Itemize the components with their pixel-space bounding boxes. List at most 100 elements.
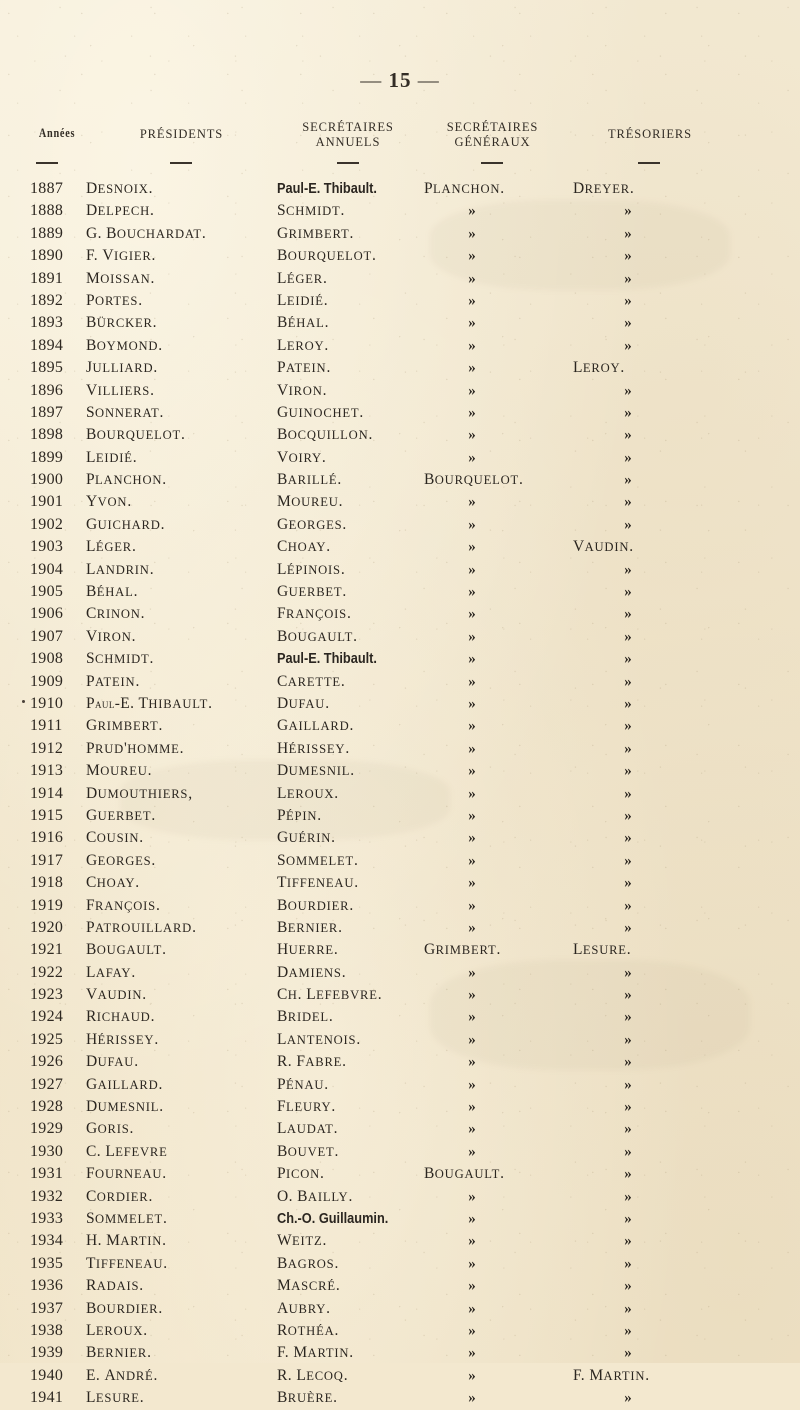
cell-secretaire-general: »: [468, 606, 476, 623]
table-row: 1905 BÉHAL. GUERBET. » »: [0, 581, 800, 603]
cell-secretaire-annuel: LANTENOIS.: [277, 1030, 361, 1048]
cell-annee: 1902: [30, 515, 64, 533]
cell-president: BÉHAL.: [86, 583, 138, 601]
cell-tresorier: LESURE.: [573, 941, 632, 959]
cell-secretaire-general: »: [468, 830, 476, 847]
cell-tresorier: »: [624, 315, 632, 332]
cell-secretaire-annuel: DUFAU.: [277, 694, 330, 712]
table-row: 1897 SONNERAT. GUINOCHET. » »: [0, 402, 800, 424]
cell-secretaire-general: »: [468, 651, 476, 668]
table-row: 1889 G. BOUCHARDAT. GRIMBERT. » »: [0, 223, 800, 245]
cell-president: G. BOUCHARDAT.: [86, 224, 207, 242]
table-body: 1887 DESNOIX. Paul-E. Thibault. PLANCHON. DR…: [0, 178, 800, 1409]
table-row: 1918 CHOAY. TIFFENEAU. » »: [0, 872, 800, 894]
cell-tresorier: »: [624, 337, 632, 354]
cell-president: BOUGAULT.: [86, 941, 167, 959]
cell-president: BOURQUELOT.: [86, 426, 186, 444]
cell-tresorier: »: [624, 852, 632, 869]
cell-secretaire-general: »: [468, 225, 476, 242]
cell-president: H. MARTIN.: [86, 1232, 167, 1250]
table-row: 1896 VILLIERS. VIRON. » »: [0, 380, 800, 402]
cell-secretaire-annuel: GEORGES.: [277, 515, 347, 533]
cell-secretaire-annuel: GUINOCHET.: [277, 403, 364, 421]
header-rule-annees: [36, 162, 58, 164]
table-row: 1929 GORIS. LAUDAT. » »: [0, 1118, 800, 1140]
cell-tresorier: »: [624, 695, 632, 712]
cell-tresorier: »: [624, 404, 632, 421]
header-rule-secretaires-annuels: [337, 162, 359, 164]
cell-secretaire-annuel: LEIDIÉ.: [277, 291, 329, 309]
cell-annee: 1908: [30, 650, 64, 668]
cell-annee: 1907: [30, 627, 64, 645]
table-row: 1920 PATROUILLARD. BERNIER. » »: [0, 917, 800, 939]
cell-secretaire-annuel: PICON.: [277, 1165, 325, 1183]
cell-president: GEORGES.: [86, 851, 156, 869]
cell-annee: 1929: [30, 1120, 64, 1138]
cell-president: CRINON.: [86, 605, 145, 623]
table-row: 1910 Paul-E. THIBAULT. DUFAU. » »: [0, 693, 800, 715]
table-row: 1892 PORTES. LEIDIÉ. » »: [0, 290, 800, 312]
cell-secretaire-general: »: [468, 337, 476, 354]
table-row: 1933 SOMMELET. Ch.-O. Guillaumin. » »: [0, 1208, 800, 1230]
cell-secretaire-general: »: [468, 673, 476, 690]
cell-annee: 1935: [30, 1254, 64, 1272]
cell-president: MOUREU.: [86, 762, 152, 780]
cell-secretaire-annuel: CHOAY.: [277, 538, 331, 556]
table-row: 1901 YVON. MOUREU. » »: [0, 491, 800, 513]
cell-secretaire-annuel: FLEURY.: [277, 1098, 336, 1116]
cell-president: PRUD'HOMME.: [86, 739, 184, 757]
cell-annee: 1925: [30, 1030, 64, 1048]
table-row: 1923 VAUDIN. CH. LEFEBVRE. » »: [0, 984, 800, 1006]
cell-tresorier: »: [624, 807, 632, 824]
cell-president: RADAIS.: [86, 1277, 144, 1295]
cell-annee: 1899: [30, 448, 64, 466]
table-row: 1908 SCHMIDT. Paul-E. Thibault. » »: [0, 648, 800, 670]
cell-secretaire-general: »: [468, 740, 476, 757]
cell-secretaire-general: »: [468, 360, 476, 377]
cell-secretaire-general: »: [468, 628, 476, 645]
cell-secretaire-general: »: [468, 1210, 476, 1227]
cell-tresorier: LEROY.: [573, 359, 625, 377]
cell-secretaire-general: »: [468, 1054, 476, 1071]
cell-secretaire-general: »: [468, 919, 476, 936]
table-row: 1907 VIRON. BOUGAULT. » »: [0, 626, 800, 648]
cell-secretaire-annuel: VIRON.: [277, 381, 327, 399]
cell-president: LANDRIN.: [86, 560, 154, 578]
cell-secretaire-general: »: [468, 292, 476, 309]
cell-secretaire-annuel: PÉNAU.: [277, 1075, 329, 1093]
cell-tresorier: VAUDIN.: [573, 538, 634, 556]
cell-tresorier: »: [624, 1345, 632, 1362]
cell-annee: 1927: [30, 1075, 64, 1093]
cell-secretaire-general: »: [468, 203, 476, 220]
cell-secretaire-general: »: [468, 785, 476, 802]
cell-president: MOISSAN.: [86, 269, 155, 287]
table-row: 1915 GUERBET. PÉPIN. » »: [0, 805, 800, 827]
table-row: 1903 LÉGER. CHOAY. » VAUDIN.: [0, 536, 800, 558]
cell-tresorier: »: [624, 494, 632, 511]
cell-president: DESNOIX.: [86, 180, 153, 197]
page-scan: — 15 — Années PRÉSIDENTS SECRÉTAIRES ANN…: [0, 68, 800, 1406]
cell-president: JULLIARD.: [86, 359, 158, 377]
cell-annee: 1913: [30, 762, 64, 780]
page-folio: — 15 —: [0, 68, 800, 93]
cell-annee: 1915: [30, 806, 64, 824]
cell-tresorier: »: [624, 1054, 632, 1071]
cell-secretaire-annuel: BOURDIER.: [277, 896, 354, 914]
cell-president: F. VIGIER.: [86, 247, 156, 265]
cell-secretaire-annuel: CH. LEFEBVRE.: [277, 986, 382, 1004]
table-row: 1902 GUICHARD. GEORGES. » »: [0, 514, 800, 536]
cell-secretaire-annuel: BOUVET.: [277, 1142, 339, 1160]
cell-secretaire-annuel: WEITZ.: [277, 1232, 327, 1250]
cell-secretaire-annuel: BERNIER.: [277, 918, 343, 936]
header-rule-tresoriers: [638, 162, 660, 164]
table-row: 1890 F. VIGIER. BOURQUELOT. » »: [0, 245, 800, 267]
cell-president: LÉGER.: [86, 538, 137, 556]
cell-president: LESURE.: [86, 1389, 145, 1407]
table-row: 1893 BÜRCKER. BÉHAL. » »: [0, 312, 800, 334]
cell-secretaire-general: »: [468, 1031, 476, 1048]
cell-secretaire-general: »: [468, 539, 476, 556]
cell-annee: 1910: [30, 694, 64, 712]
cell-secretaire-annuel: GUÉRIN.: [277, 829, 336, 847]
cell-secretaire-general: BOUGAULT.: [424, 1165, 505, 1183]
table-row: 1924 RICHAUD. BRIDEL. » »: [0, 1006, 800, 1028]
